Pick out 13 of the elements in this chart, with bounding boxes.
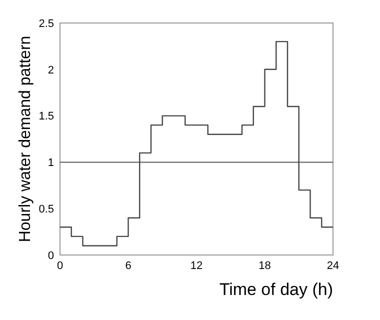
x-tick-label: 18	[258, 260, 271, 272]
y-tick-label: 1	[48, 157, 54, 170]
y-tick-label: 1.5	[38, 110, 54, 123]
y-axis-title: Hourly water demand pattern	[17, 36, 34, 242]
x-tick-label: 0	[56, 260, 64, 272]
x-tick-label: 6	[125, 260, 132, 272]
y-tick-label: 0.5	[38, 203, 54, 216]
x-axis-title: Time of day (h)	[219, 280, 333, 299]
y-tick-label: 2	[48, 64, 54, 76]
y-tick-label: 2.5	[38, 18, 54, 30]
y-tick-label: 0	[48, 250, 54, 262]
x-tick-label: 24	[326, 260, 340, 272]
x-tick-label: 12	[190, 260, 203, 272]
